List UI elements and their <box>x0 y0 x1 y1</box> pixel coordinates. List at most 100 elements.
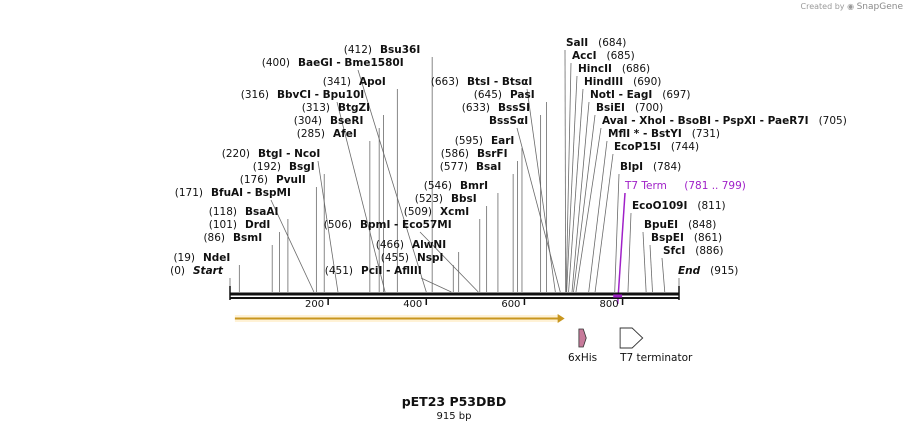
site-line-bpuei <box>642 231 647 293</box>
site-name: BtgZI <box>338 102 370 114</box>
site-position: (192) <box>253 161 281 173</box>
tick-label-800: 800 <box>599 299 618 310</box>
site-label-btgi: (220) BtgI - NcoI <box>222 148 321 160</box>
site-label-bsmi: (86) BsmI <box>203 232 262 244</box>
site-label-nspi: (455) NspI <box>381 252 444 264</box>
site-position: (784) <box>653 161 681 173</box>
site-position: (577) <box>440 161 468 173</box>
t7-term-label: T7 Term (781 .. 799) <box>624 180 746 192</box>
site-position: (595) <box>455 135 483 147</box>
ruler-ticks: 200 400 600 800 <box>305 298 624 310</box>
site-position: (523) <box>415 193 443 205</box>
site-label-xcmi: (509) XcmI <box>404 206 469 218</box>
site-name: BbsI <box>451 193 477 205</box>
site-name: - EagI <box>615 89 652 101</box>
site-name: BsrFI <box>477 148 508 160</box>
site-line-hincii <box>566 75 578 293</box>
site-position: (685) <box>606 50 634 62</box>
site-name: - BspMI <box>243 187 291 199</box>
t7-term-line <box>616 192 626 305</box>
site-position: (645) <box>474 89 502 101</box>
site-line-btgi <box>317 160 339 293</box>
site-label-end: End (915) <box>678 265 738 277</box>
site-name: DrdI <box>245 219 270 231</box>
site-name: NotI <box>590 89 615 101</box>
site-position: (861) <box>694 232 722 244</box>
site-position: (101) <box>209 219 237 231</box>
site-position: (304) <box>294 115 322 127</box>
site-name: AccI <box>572 50 596 62</box>
site-position: (633) <box>462 102 490 114</box>
site-name: PasI <box>510 89 535 101</box>
site-name: - XhoI <box>628 115 666 127</box>
site-name: - AflIII <box>382 265 421 277</box>
site-name: - Eco57MI <box>390 219 451 231</box>
site-name: BsaAI <box>245 206 278 218</box>
site-line-mfli <box>588 140 608 293</box>
site-position: (412) <box>344 44 372 56</box>
site-name: BlpI <box>620 161 643 173</box>
site-name: HincII <box>578 63 612 75</box>
site-position: (546) <box>424 180 452 192</box>
site-position: (886) <box>695 245 723 257</box>
site-label-btsi: (663) BtsI - BtsαI <box>431 76 532 88</box>
site-name: BsmI <box>233 232 262 244</box>
site-name: BmrI <box>460 180 488 192</box>
site-position: (684) <box>598 37 626 49</box>
site-name: EarI <box>491 135 514 147</box>
tick-label-600: 600 <box>501 299 520 310</box>
site-name: - BsoBI <box>666 115 711 127</box>
site-label-mfli: MflI * - BstYI (731) <box>608 128 720 140</box>
site-label-start: (0) Start <box>170 265 224 277</box>
site-name: BsaI <box>476 161 501 173</box>
site-position: (686) <box>622 63 650 75</box>
site-label-bsrfi: (586) BsrFI <box>441 148 508 160</box>
site-position: (915) <box>710 265 738 277</box>
t7-term-name: T7 Term <box>624 180 667 192</box>
site-position: (341) <box>323 76 351 88</box>
his-tag-label: 6xHis <box>568 352 597 364</box>
site-position: (220) <box>222 148 250 160</box>
site-line-blpi <box>614 173 620 293</box>
site-label-blpi: BlpI (784) <box>620 161 681 173</box>
site-name: End <box>678 265 701 277</box>
site-name: SalI <box>566 37 588 49</box>
site-line-bsiei <box>573 114 596 293</box>
site-name: Start <box>193 265 224 277</box>
site-name: HindIII <box>584 76 623 88</box>
site-name: Bsu36I <box>380 44 420 56</box>
features: 6xHis T7 terminator <box>234 314 693 364</box>
site-line-sfci <box>661 257 666 293</box>
site-position: (697) <box>662 89 690 101</box>
site-name: - BtsαI <box>490 76 532 88</box>
site-name: BpmI <box>360 219 390 231</box>
site-position: (118) <box>209 206 237 218</box>
site-line-bpmi <box>419 231 479 293</box>
site-name: EcoO109I <box>632 200 687 212</box>
site-label-bpmi: (506) BpmI - Eco57MI <box>324 219 452 231</box>
site-label-eco109i: EcoO109I (811) <box>632 200 726 212</box>
site-line-noti <box>571 101 590 293</box>
site-name: BssSαI <box>489 115 528 127</box>
site-label-alwni: (466) AlwNI <box>376 239 446 251</box>
site-line-pcii <box>420 277 452 293</box>
site-position: (731) <box>692 128 720 140</box>
site-label-bmri: (546) BmrI <box>424 180 488 192</box>
site-name: BpuEI <box>644 219 678 231</box>
site-position: (690) <box>633 76 661 88</box>
site-name: AfeI <box>333 128 357 140</box>
site-label-acci: AccI (685) <box>572 50 635 62</box>
site-labels: (0) Start(19) NdeI (86) BsmI(101) DrdI (118) Bs… <box>170 37 847 277</box>
site-label-hincii: HincII (686) <box>578 63 650 75</box>
site-position: (0) <box>170 265 185 277</box>
plasmid-length: 915 bp <box>437 411 472 422</box>
site-position: (313) <box>302 102 330 114</box>
site-line-avai <box>575 127 602 293</box>
t7-term-range: (781 .. 799) <box>684 180 746 192</box>
site-name: PvuII <box>276 174 306 186</box>
site-name: XcmI <box>440 206 469 218</box>
site-label-btgzi: (313) BtgZI <box>302 102 370 114</box>
site-label-bsssai: BssSαI <box>489 115 528 127</box>
site-position: (663) <box>431 76 459 88</box>
site-label-sfci: SfcI (886) <box>663 245 724 257</box>
